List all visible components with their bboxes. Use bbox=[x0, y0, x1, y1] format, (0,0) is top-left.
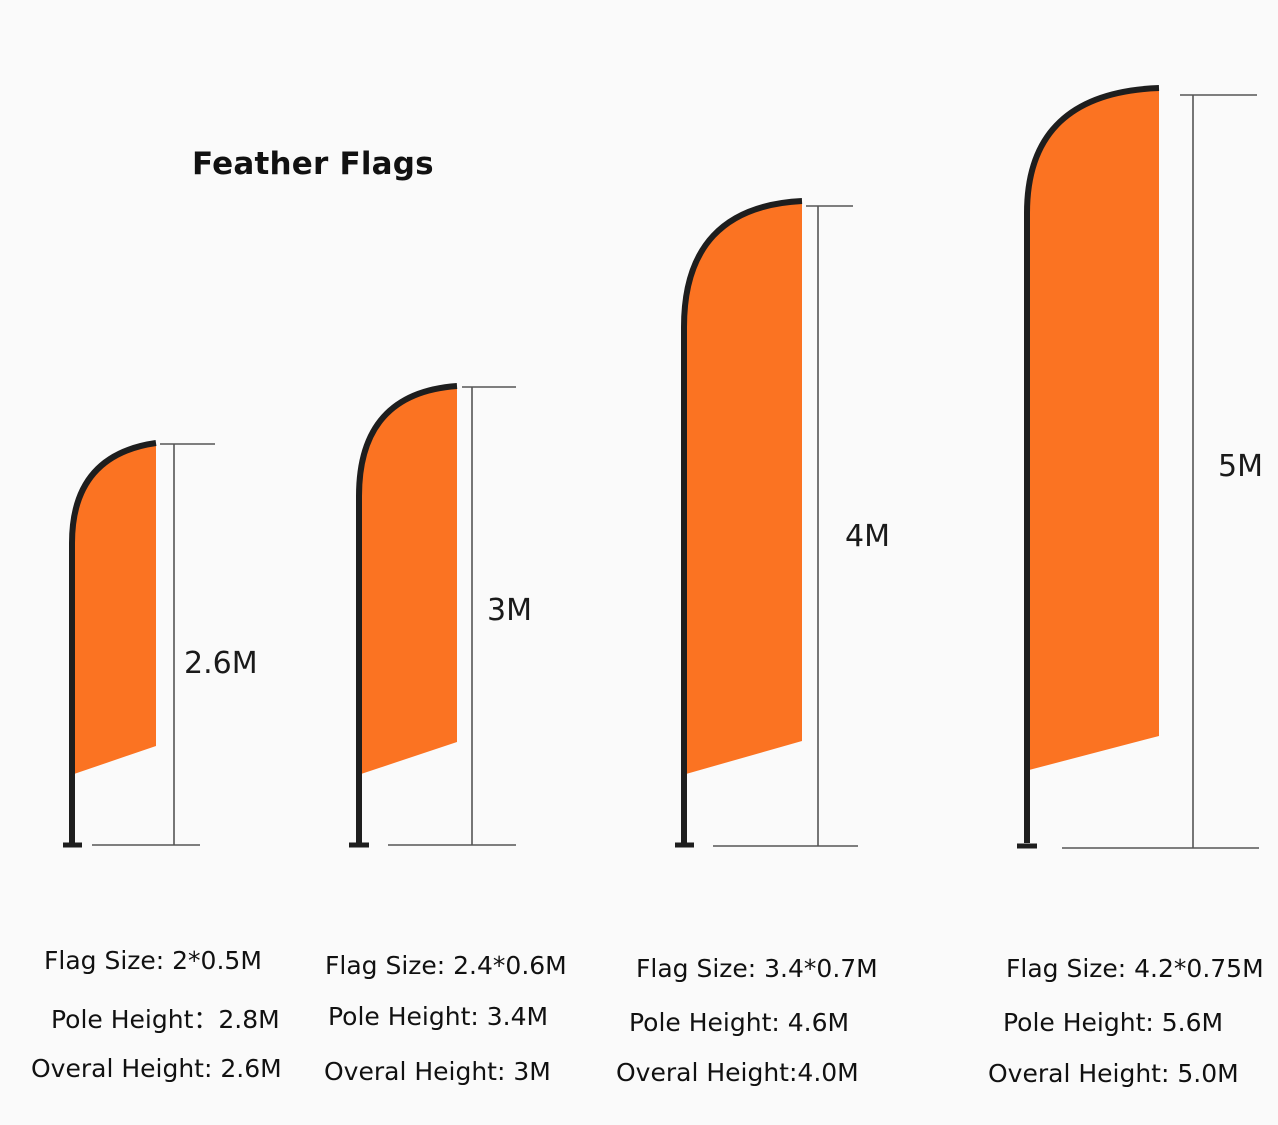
flag-1-pole-height: Pole Height：2.8M bbox=[51, 1005, 280, 1034]
flag-4-flag-size: Flag Size: 4.2*0.75M bbox=[1006, 954, 1264, 983]
flag-4-dimension-label: 5M bbox=[1218, 449, 1263, 484]
flag-1-dimension-label: 2.6M bbox=[184, 646, 258, 681]
flag-1-dimension bbox=[92, 443, 215, 846]
flag-2-flag-size: Flag Size: 2.4*0.6M bbox=[325, 951, 567, 980]
flag-1-overall-height: Overal Height: 2.6M bbox=[31, 1054, 282, 1083]
flag-3-banner bbox=[686, 201, 802, 774]
flag-3: 4M bbox=[675, 198, 890, 848]
flag-2-dimension-label: 3M bbox=[487, 593, 532, 628]
flag-3-pole bbox=[681, 198, 803, 843]
flag-3-dimension bbox=[713, 205, 858, 847]
flag-4: 5M bbox=[1017, 85, 1263, 849]
flag-4-banner bbox=[1029, 88, 1159, 770]
flag-1-flag-size: Flag Size: 2*0.5M bbox=[44, 946, 262, 975]
flag-2-pole bbox=[356, 383, 458, 843]
flag-2-overall-height: Overal Height: 3M bbox=[324, 1057, 551, 1086]
flag-2-pole-height: Pole Height: 3.4M bbox=[328, 1002, 549, 1031]
flag-1: 2.6M bbox=[63, 440, 258, 848]
flag-1-banner bbox=[74, 443, 156, 774]
flag-4-dimension bbox=[1062, 94, 1259, 849]
flag-2-dimension bbox=[388, 386, 516, 846]
flag-3-dimension-label: 4M bbox=[845, 519, 890, 554]
flag-2: 3M bbox=[349, 383, 532, 848]
flag-4-pole-height: Pole Height: 5.6M bbox=[1003, 1008, 1224, 1037]
page-title: Feather Flags bbox=[192, 146, 434, 182]
flag-1-pole bbox=[69, 440, 157, 843]
flag-2-banner bbox=[361, 386, 457, 774]
flag-4-overall-height: Overal Height: 5.0M bbox=[988, 1059, 1239, 1088]
flag-3-pole-height: Pole Height: 4.6M bbox=[629, 1008, 850, 1037]
flag-4-pole bbox=[1024, 85, 1160, 843]
flag-3-overall-height: Overal Height:4.0M bbox=[616, 1058, 859, 1087]
flag-3-flag-size: Flag Size: 3.4*0.7M bbox=[636, 954, 878, 983]
